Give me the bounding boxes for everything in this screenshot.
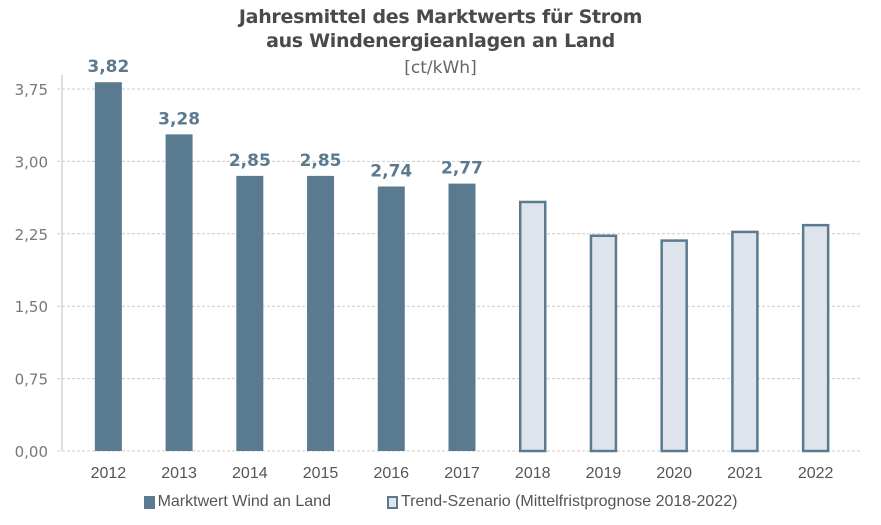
legend-label-actual: Marktwert Wind an Land <box>157 493 331 510</box>
data-label: 2,77 <box>441 159 483 179</box>
y-tick-label: 3,00 <box>15 153 48 171</box>
data-label: 3,28 <box>158 109 200 129</box>
x-tick-label: 2022 <box>798 465 834 482</box>
x-tick-label: 2015 <box>303 465 339 482</box>
chart-unit: [ct/kWh] <box>404 58 477 78</box>
y-tick-label: 3,75 <box>15 81 48 99</box>
bar-actual <box>307 175 335 451</box>
bar-forecast <box>801 223 830 453</box>
x-tick-label: 2016 <box>373 465 409 482</box>
legend-label-forecast: Trend-Szenario (Mittelfristprognose 2018… <box>400 493 738 510</box>
data-label: 2,85 <box>229 151 271 171</box>
x-tick-label: 2014 <box>232 465 268 482</box>
x-tick-label: 2021 <box>727 465 763 482</box>
chart-title: Jahresmittel des Marktwerts für Strom <box>238 6 643 28</box>
bar-actual <box>236 175 264 451</box>
data-label: 3,82 <box>87 57 129 77</box>
bar-actual <box>165 134 193 451</box>
bar-forecast <box>589 234 618 453</box>
data-label: 2,85 <box>300 151 342 171</box>
legend-swatch-outlined <box>386 495 398 509</box>
x-tick-label: 2019 <box>586 465 622 482</box>
legend-item-forecast: Trend-Szenario (Mittelfristprognose 2018… <box>386 493 738 511</box>
x-tick-label: 2020 <box>656 465 692 482</box>
bar-actual <box>94 82 122 451</box>
x-tick-label: 2017 <box>444 465 480 482</box>
bar-forecast <box>518 200 547 453</box>
legend: Marktwert Wind an Land Trend-Szenario (M… <box>0 493 881 511</box>
x-tick-label: 2018 <box>515 465 551 482</box>
data-label: 2,74 <box>370 161 412 181</box>
bar-forecast <box>660 239 688 453</box>
x-tick-label: 2013 <box>161 465 197 482</box>
bar-forecast <box>731 230 759 453</box>
y-tick-label: 2,25 <box>15 226 48 244</box>
legend-swatch-filled <box>143 495 155 509</box>
x-tick-label: 2012 <box>91 465 127 482</box>
y-tick-label: 1,50 <box>15 298 48 316</box>
y-tick-label: 0,75 <box>15 371 48 389</box>
chart-subtitle: aus Windenergieanlagen an Land <box>266 30 615 52</box>
bar-actual <box>377 186 405 452</box>
y-tick-label: 0,00 <box>15 443 48 461</box>
legend-item-actual: Marktwert Wind an Land <box>143 493 331 511</box>
bar-actual <box>448 183 476 451</box>
